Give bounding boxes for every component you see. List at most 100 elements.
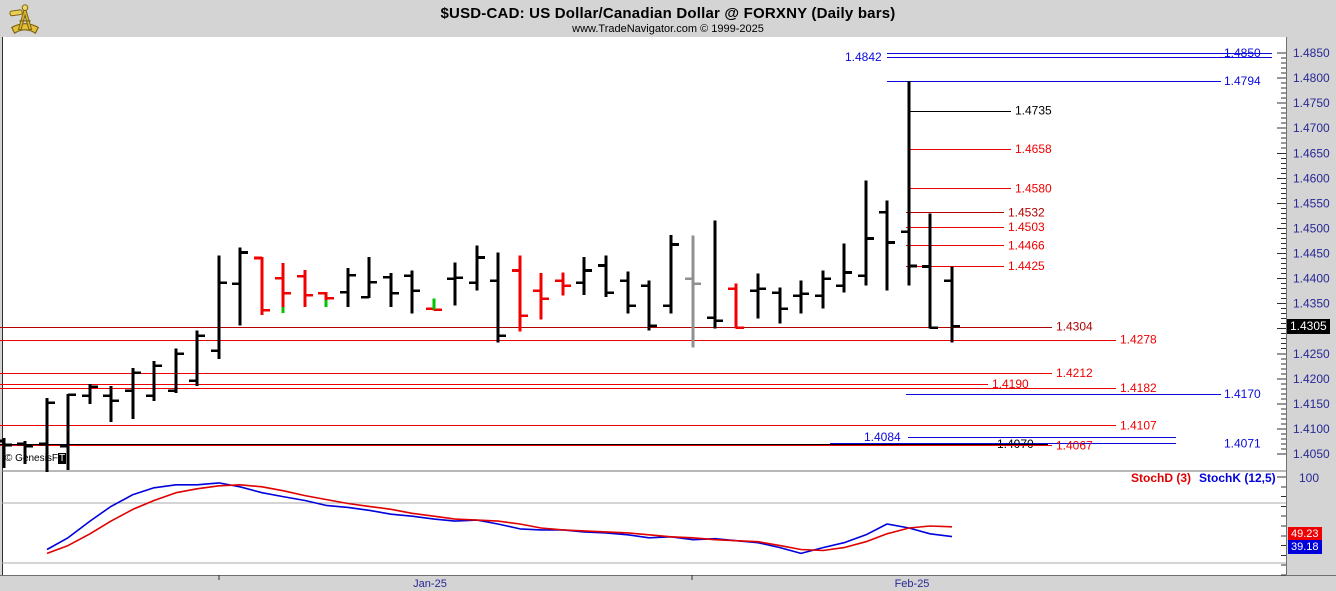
price-axis-label: 1.4600 [1293,171,1330,185]
price-bar-28[interactable] [598,255,614,298]
price-bar-21[interactable] [447,262,463,306]
price-bar-11[interactable] [232,247,248,326]
stochd-value-badge: 49.23 [1288,527,1322,541]
genesis-sextant-logo-icon [9,4,39,34]
price-axis-label: 1.4800 [1293,71,1330,85]
level-label-1.4842: 1.4842 [845,50,882,64]
level-label-1.4425: 1.4425 [1008,259,1045,273]
level-label-1.4071: 1.4071 [1224,436,1261,450]
price-bar-33[interactable] [707,220,723,329]
watermark-text: © GenesisF [5,453,58,464]
level-label-1.4067: 1.4067 [1056,438,1093,452]
price-bar-35[interactable] [750,273,766,319]
price-bar-31[interactable] [663,234,679,314]
price-axis-strip[interactable] [1286,37,1336,578]
level-label-1.4070: 1.4070 [997,437,1034,451]
price-bar-2[interactable] [39,397,55,473]
date-label-Feb-25: Feb-25 [894,578,930,590]
price-axis-label: 1.4400 [1293,272,1330,286]
price-bar-14[interactable] [297,270,313,308]
level-label-1.4794: 1.4794 [1224,74,1261,88]
price-bar-15[interactable] [318,291,334,308]
price-bar-16[interactable] [340,268,356,308]
price-axis-label: 1.4700 [1293,121,1330,135]
price-bar-34[interactable] [728,283,744,329]
price-bar-0[interactable] [0,437,12,469]
price-bar-37[interactable] [793,280,809,314]
level-label-1.4850: 1.4850 [1224,46,1261,60]
price-bar-38[interactable] [815,270,831,309]
level-label-1.4658: 1.4658 [1015,142,1052,156]
level-label-1.4170: 1.4170 [1224,387,1261,401]
price-bar-44[interactable] [944,266,960,343]
level-label-1.4532: 1.4532 [1008,205,1045,219]
price-bar-41[interactable] [879,200,895,291]
price-bar-8[interactable] [168,348,184,393]
level-label-1.4212: 1.4212 [1056,366,1093,380]
price-axis-label: 1.4550 [1293,196,1330,210]
level-label-1.4107: 1.4107 [1120,418,1157,432]
price-bar-19[interactable] [404,270,420,314]
price-axis-label: 1.4200 [1293,372,1330,386]
price-bar-5[interactable] [103,385,119,422]
genesis-watermark: © GenesisFT [5,453,67,464]
price-bar-42[interactable] [901,81,917,286]
price-bar-17[interactable] [361,257,377,299]
price-bar-39[interactable] [836,243,852,293]
price-axis-label: 1.4150 [1293,397,1330,411]
level-label-1.4182: 1.4182 [1120,381,1157,395]
price-bar-27[interactable] [576,257,592,296]
price-bar-20[interactable] [426,298,442,311]
chart-header: $USD-CAD: US Dollar/Canadian Dollar @ FO… [0,0,1336,37]
stochd-line [46,483,953,555]
price-bar-23[interactable] [490,252,506,343]
price-bar-13[interactable] [275,263,291,314]
price-bar-6[interactable] [125,367,141,419]
level-label-1.4084: 1.4084 [864,430,901,444]
watermark-suffix: T [57,453,67,464]
price-bar-10[interactable] [211,255,227,359]
price-bar-36[interactable] [772,287,788,324]
chart-plot-area[interactable] [2,37,1286,575]
price-bar-22[interactable] [469,245,485,291]
level-label-1.4580: 1.4580 [1015,181,1052,195]
level-label-1.4735: 1.4735 [1015,104,1052,118]
price-axis-label: 1.4100 [1293,422,1330,436]
price-axis-label: 1.4450 [1293,247,1330,261]
price-axis-label: 1.4850 [1293,46,1330,60]
price-bar-4[interactable] [82,383,98,404]
level-label-1.4278: 1.4278 [1120,333,1157,347]
selected-price-bar[interactable] [685,235,701,348]
level-label-1.4190: 1.4190 [992,377,1029,391]
price-axis-label: 1.4650 [1293,146,1330,160]
price-bar-12[interactable] [254,256,270,316]
stochd-legend-label[interactable]: StochD (3) [1131,471,1191,485]
date-axis-strip[interactable]: Jan-25 Feb-25 [0,575,1336,591]
stochk-value-badge: 39.18 [1288,540,1322,554]
stochk-line [46,482,953,555]
price-bar-25[interactable] [533,273,549,320]
price-bar-9[interactable] [189,330,205,386]
price-bar-18[interactable] [383,273,399,308]
price-bar-29[interactable] [620,271,636,314]
stoch-axis-top-label: 100 [1299,471,1320,485]
price-bar-3[interactable] [60,393,76,471]
stochk-legend-label[interactable]: StochK (12,5) [1199,471,1276,485]
price-bar-1[interactable] [17,440,33,465]
price-bar-43[interactable] [922,213,938,329]
price-axis-label: 1.4050 [1293,447,1330,461]
price-bar-24[interactable] [512,255,528,332]
price-bar-7[interactable] [146,360,162,401]
price-axis-label: 1.4500 [1293,221,1330,235]
price-bar-30[interactable] [641,280,657,331]
price-bar-26[interactable] [555,272,571,296]
last-price-badge: 1.4305 [1287,319,1330,334]
level-label-1.4304: 1.4304 [1056,320,1093,334]
price-bar-40[interactable] [858,180,874,286]
chart-title: $USD-CAD: US Dollar/Canadian Dollar @ FO… [440,5,896,22]
price-axis-label: 1.4250 [1293,347,1330,361]
level-label-1.4503: 1.4503 [1008,220,1045,234]
level-label-1.4466: 1.4466 [1008,238,1045,252]
